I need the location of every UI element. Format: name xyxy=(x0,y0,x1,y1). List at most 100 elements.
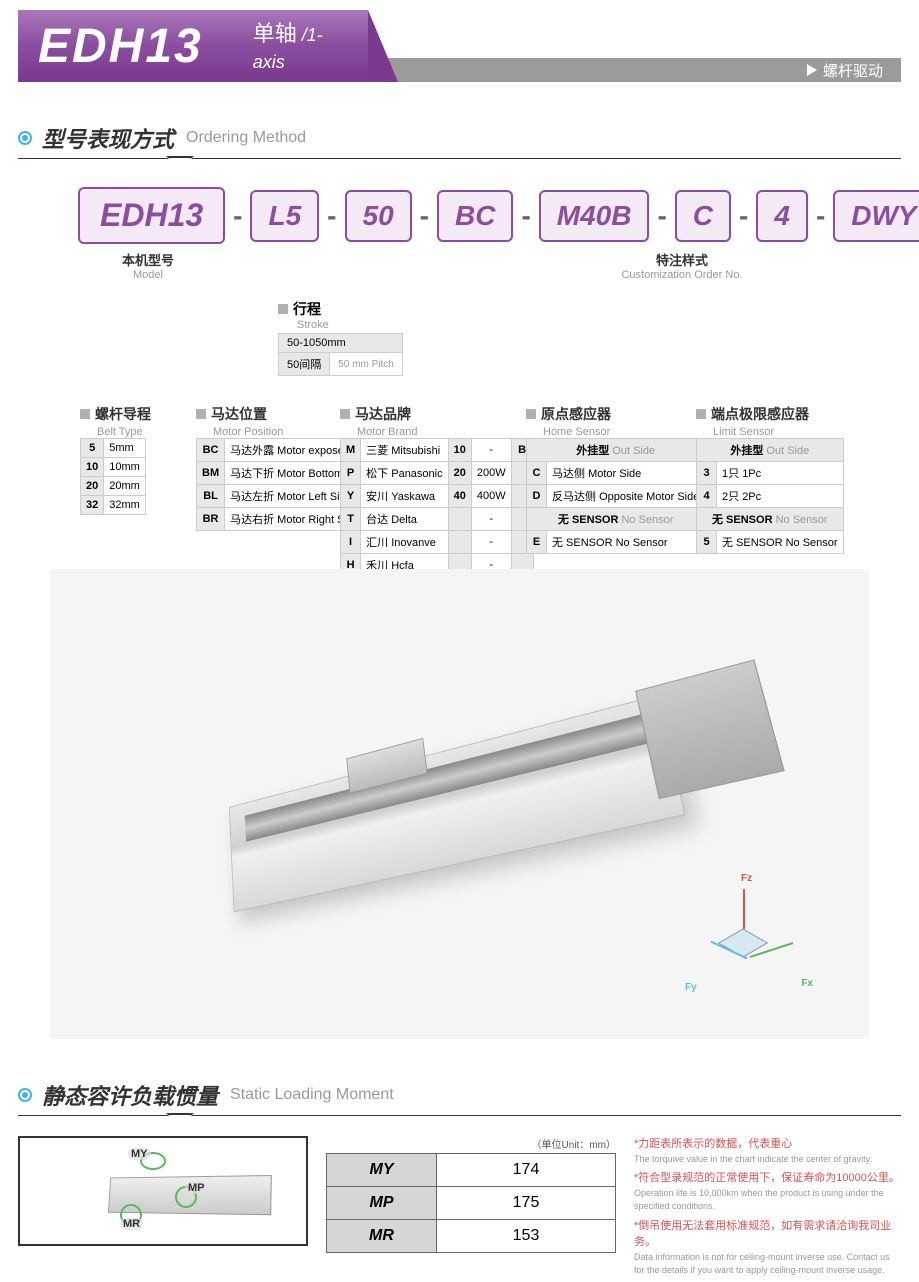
moment-row-label: MR xyxy=(327,1220,437,1253)
header-purple-bar: EDH13 单轴 /1-axis xyxy=(18,10,368,82)
table-cell-val: 1只 1Pc xyxy=(717,462,844,485)
mini-square-icon xyxy=(526,409,536,419)
section1-title-en: Ordering Method xyxy=(186,129,306,147)
detail-title-cn: 马达位置 xyxy=(211,404,267,424)
mini-square-icon xyxy=(196,409,206,419)
moment-row-value: 175 xyxy=(437,1187,616,1220)
code-label-1 xyxy=(218,250,278,281)
table-cell-key: BL xyxy=(197,485,225,508)
detail-title-cn: 螺杆导程 xyxy=(95,404,151,424)
table-cell-key: BC xyxy=(197,439,225,462)
section2-title-en: Static Loading Moment xyxy=(230,1086,394,1104)
code-label-2 xyxy=(278,250,336,281)
moment-notes: *力距表所表示的数据，代表重心The torquwe value in the … xyxy=(634,1136,901,1282)
moment-mp-label: MP xyxy=(185,1182,208,1194)
axis-x-label: Fx xyxy=(801,978,813,989)
moment-table-wrap: （单位Unit：mm） MY174MP175MR153 xyxy=(326,1136,616,1253)
table-cell: 安川 Yaskawa xyxy=(361,485,448,508)
code-label-4 xyxy=(402,250,512,281)
table-cell: - xyxy=(471,531,511,554)
table-cell-val: 反马达侧 Opposite Motor Side xyxy=(547,485,705,508)
moment-table: MY174MP175MR153 xyxy=(326,1153,616,1253)
moment-my-label: MY xyxy=(128,1148,151,1160)
stroke-title-en: Stroke xyxy=(282,319,403,331)
note-cn: *力距表所表示的数据，代表重心 xyxy=(634,1136,901,1153)
table-cell-key: 3 xyxy=(697,462,717,485)
code-label-5 xyxy=(512,250,552,281)
moment-mr-label: MR xyxy=(120,1218,143,1230)
table-cell: - xyxy=(471,508,511,531)
detail-title-cn: 端点极限感应器 xyxy=(711,404,809,424)
detail-title-cn: 原点感应器 xyxy=(541,404,611,424)
detail-title-en: Home Sensor xyxy=(528,426,705,438)
mini-square-icon xyxy=(340,409,350,419)
table-cell xyxy=(448,508,471,531)
code-label-7: 特注样式Customization Order No. xyxy=(592,250,772,281)
section1-title-cn: 型号表现方式 xyxy=(42,122,174,154)
code-segment-4: M40B xyxy=(539,190,650,242)
table-row-header: 无 SENSOR No Sensor xyxy=(527,508,705,531)
table-cell-val: 5mm xyxy=(104,439,146,458)
table-cell-val: 32mm xyxy=(104,496,146,515)
table-cell-key: 10 xyxy=(81,458,104,477)
stroke-range: 50-1050mm xyxy=(279,334,403,353)
table-cell-key: 5 xyxy=(697,531,717,554)
table-cell: - xyxy=(471,439,511,462)
code-segment-7: DWY xyxy=(833,190,919,242)
code-label-3 xyxy=(336,250,402,281)
table-cell: 台达 Delta xyxy=(361,508,448,531)
bullet-icon xyxy=(18,131,32,145)
stroke-title-cn: 行程 xyxy=(293,299,321,319)
table-cell-key: 5 xyxy=(81,439,104,458)
stroke-detail: 行程 Stroke 50-1050mm 50间隔 50 mm Pitch xyxy=(278,299,403,376)
code-dash: - xyxy=(808,200,833,232)
table-cell-val: 2只 2Pc xyxy=(717,485,844,508)
code-dash: - xyxy=(649,200,674,232)
detail-table: 外挂型 Out SideC马达侧 Motor SideD反马达侧 Opposit… xyxy=(526,438,705,554)
header-gray-bar: 螺杆驱动 xyxy=(368,58,901,82)
code-label-6 xyxy=(552,250,592,281)
section-triangle-icon xyxy=(168,1115,192,1127)
table-cell-val: 马达侧 Motor Side xyxy=(547,462,705,485)
code-segment-0: EDH13 xyxy=(78,187,225,244)
section-triangle-icon xyxy=(168,158,192,170)
header-subtitle-cn: 单轴 xyxy=(253,21,297,46)
table-cell: 10 xyxy=(448,439,471,462)
play-icon xyxy=(807,64,817,76)
code-segment-3: BC xyxy=(437,190,513,242)
table-cell: 200W xyxy=(471,462,511,485)
moment-diagram: MY MP MR xyxy=(18,1136,308,1246)
detail-col-4: 端点极限感应器Limit Sensor外挂型 Out Side31只 1Pc42… xyxy=(696,404,844,554)
table-cell: 三菱 Mitsubishi xyxy=(361,439,448,462)
moment-row-value: 153 xyxy=(437,1220,616,1253)
axis-diagram: Fz Fy Fx xyxy=(689,879,809,999)
stroke-table: 50-1050mm 50间隔 50 mm Pitch xyxy=(278,333,403,376)
table-cell-key: 32 xyxy=(81,496,104,515)
moment-content: MY MP MR （单位Unit：mm） MY174MP175MR153 *力距… xyxy=(18,1136,901,1282)
table-row-header: 无 SENSOR No Sensor xyxy=(697,508,844,531)
code-segment-2: 50 xyxy=(345,190,412,242)
bullet-icon xyxy=(18,1088,32,1102)
table-cell: 40 xyxy=(448,485,471,508)
code-dash: - xyxy=(412,200,437,232)
table-cell-key: 4 xyxy=(697,485,717,508)
table-cell: 松下 Panasonic xyxy=(361,462,448,485)
table-row-header: 外挂型 Out Side xyxy=(697,439,844,462)
mini-square-icon xyxy=(696,409,706,419)
stroke-pitch-cn: 50间隔 xyxy=(279,353,330,376)
header-model: EDH13 xyxy=(38,19,203,74)
table-cell: I xyxy=(341,531,361,554)
detail-title-cn: 马达品牌 xyxy=(355,404,411,424)
code-segment-1: L5 xyxy=(250,190,319,242)
table-cell: Y xyxy=(341,485,361,508)
table-cell: 汇川 Inovanve xyxy=(361,531,448,554)
detail-col-3: 原点感应器 Home Sensor外挂型 Out SideC马达侧 Motor S… xyxy=(526,404,705,554)
code-segment-5: C xyxy=(675,190,731,242)
table-cell: P xyxy=(341,462,361,485)
moment-unit: （单位Unit：mm） xyxy=(326,1136,616,1151)
table-row-header: 外挂型 Out Side xyxy=(527,439,705,462)
moment-row-label: MP xyxy=(327,1187,437,1220)
code-dash: - xyxy=(731,200,756,232)
note-en: Data information is not for ceiling-moun… xyxy=(634,1251,901,1278)
axis-y-label: Fy xyxy=(685,982,697,993)
